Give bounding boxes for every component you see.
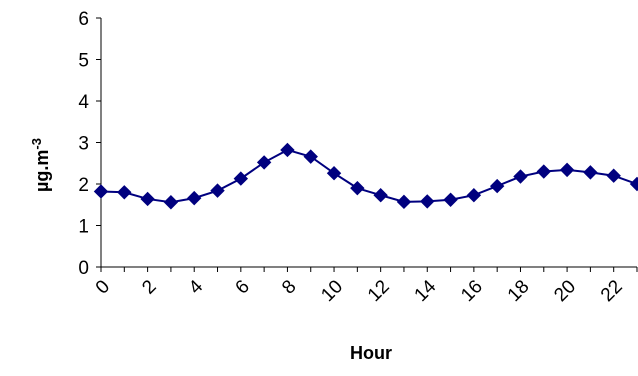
data-point-marker: [443, 192, 458, 207]
series-line: [100, 148, 638, 204]
x-tick-label: 0: [92, 276, 114, 298]
data-point-marker: [466, 187, 482, 203]
data-point-marker: [350, 180, 365, 196]
y-tick-label: 0: [78, 258, 89, 279]
data-point-marker: [583, 165, 598, 180]
y-tick-label: 4: [78, 92, 89, 113]
data-point-marker: [280, 142, 295, 158]
x-tick-label: 6: [232, 276, 254, 298]
x-tick-label: 14: [411, 276, 441, 306]
data-point-marker: [233, 171, 249, 186]
data-point-marker: [187, 190, 202, 206]
data-point-marker: [303, 149, 318, 164]
data-point-marker: [373, 187, 388, 203]
x-tick-label: 22: [597, 276, 627, 306]
data-point-marker: [256, 155, 272, 170]
data-point-marker: [93, 184, 109, 199]
data-point-marker: [559, 162, 575, 178]
x-tick-label: 4: [185, 276, 208, 299]
y-axis-title: µg.m-3: [29, 138, 52, 192]
data-point-marker: [420, 194, 435, 209]
x-tick-label: 8: [278, 276, 300, 298]
y-tick-label: 5: [78, 51, 89, 72]
data-point-marker: [326, 166, 342, 181]
x-tick-label: 18: [504, 276, 534, 306]
data-point-marker: [163, 195, 179, 210]
data-point-marker: [140, 191, 155, 207]
data-point-marker: [536, 164, 551, 179]
data-point-marker: [396, 194, 412, 210]
x-tick-label: 2: [138, 276, 160, 298]
y-tick-label: 1: [78, 217, 89, 238]
x-tick-label: 16: [457, 276, 487, 306]
data-point-marker: [629, 176, 638, 192]
x-tick-label: 20: [550, 276, 580, 306]
y-tick-label: 6: [78, 9, 89, 30]
y-axis-title-base: µg.m: [32, 150, 52, 192]
y-tick-label: 2: [78, 175, 89, 196]
data-point-marker: [117, 185, 132, 200]
series-layer: [93, 142, 638, 210]
y-tick-label: 3: [78, 134, 89, 155]
x-tick-label: 12: [364, 276, 394, 306]
data-point-marker: [489, 178, 505, 194]
x-axis-title: Hour: [350, 343, 392, 363]
data-point-marker: [606, 168, 621, 183]
y-axis-title-superscript: -3: [29, 138, 44, 150]
data-point-marker: [210, 183, 225, 198]
x-tick-label: 10: [317, 276, 347, 306]
data-point-marker: [513, 169, 528, 184]
